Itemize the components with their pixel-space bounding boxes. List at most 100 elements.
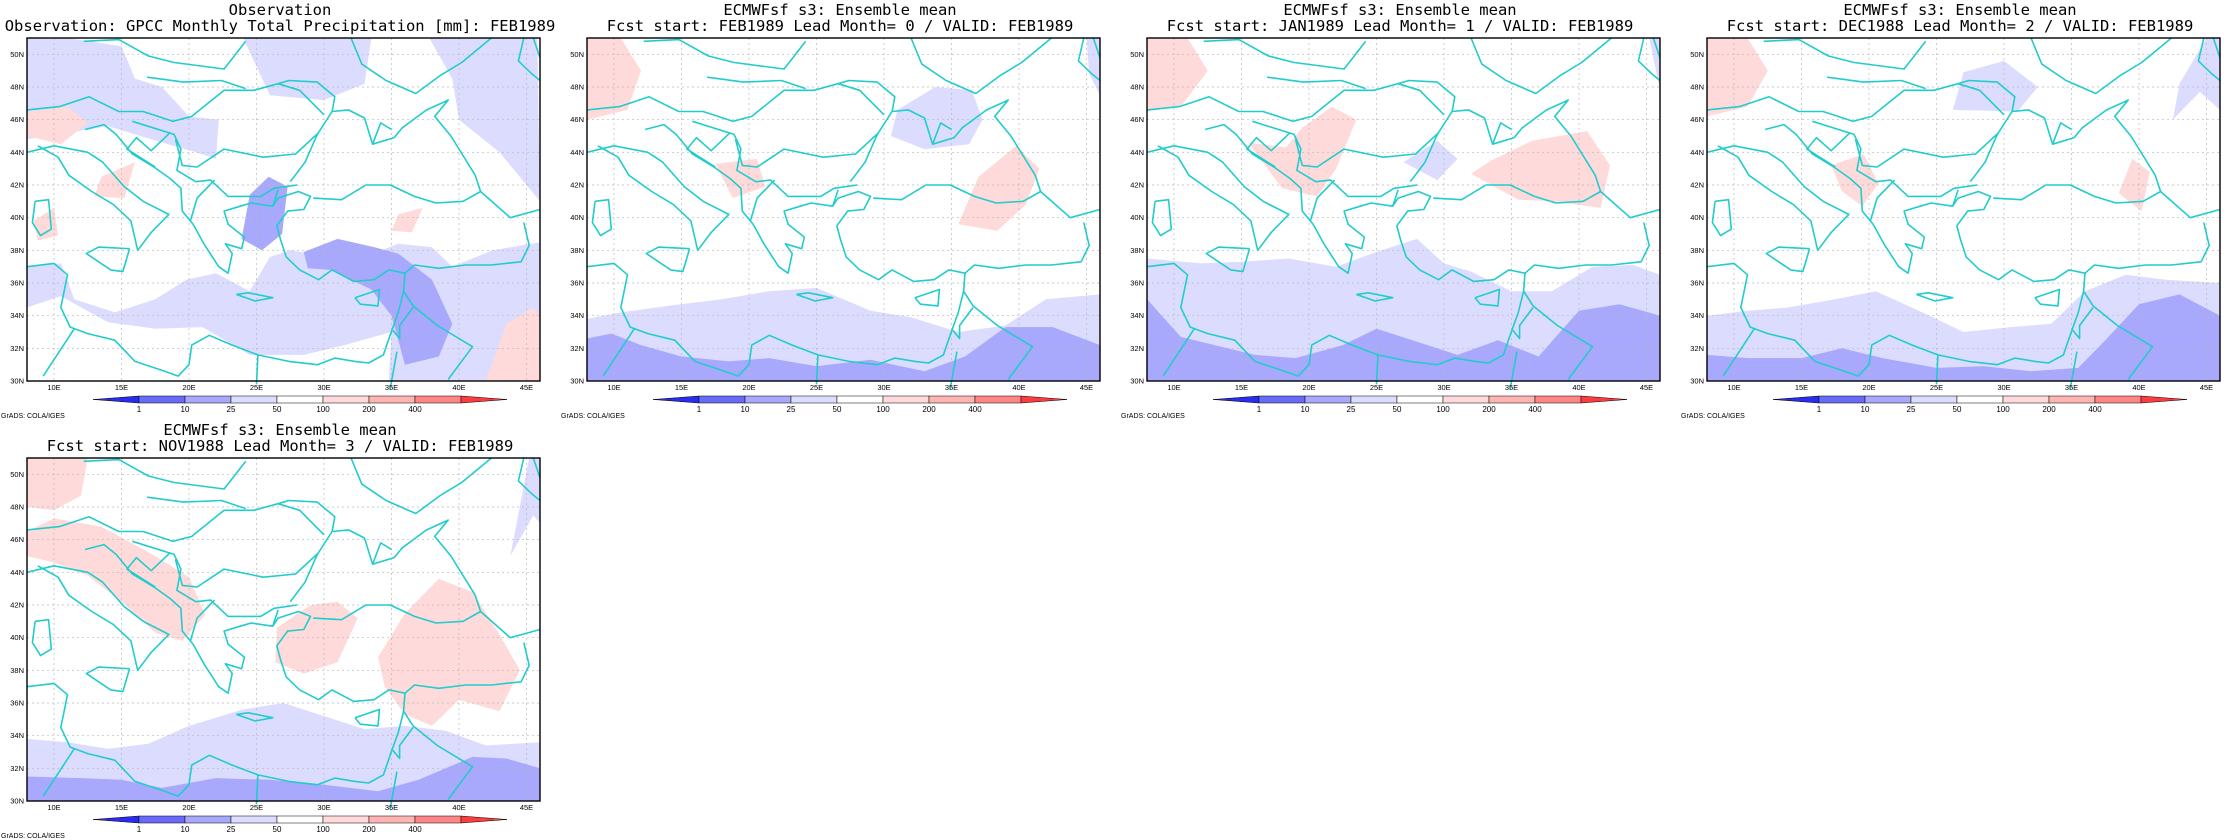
colorbar-swatch bbox=[1350, 395, 1398, 404]
shaded-region bbox=[1471, 131, 1610, 208]
lon-tick-label: 20E bbox=[1302, 383, 1315, 392]
colorbar: 1 10 25 50 100 200 400 bbox=[652, 395, 1068, 414]
coastline bbox=[2069, 351, 2078, 390]
colorbar-swatch bbox=[1956, 395, 2004, 404]
colorbar-swatch bbox=[698, 395, 746, 404]
colorbar-label: 400 bbox=[968, 405, 982, 414]
coastline bbox=[1637, 37, 1661, 82]
shaded-region bbox=[189, 38, 372, 101]
coastline bbox=[1812, 120, 1978, 198]
colorbar-label: 50 bbox=[1393, 405, 1402, 414]
colorbar-swatch bbox=[1534, 395, 1582, 404]
grads-credit: GrADS: COLA/IGES bbox=[561, 413, 625, 420]
map-frame bbox=[1146, 37, 1661, 382]
coastline bbox=[517, 457, 541, 502]
coastline bbox=[85, 666, 131, 693]
precipitation-map: 30N 32N 34N 36N 38N 40N 42N 44N 46N 48N 50N 10E 15E 2… bbox=[10, 457, 541, 812]
lon-tick-label: 45E bbox=[1640, 383, 1653, 392]
coastline bbox=[31, 618, 53, 657]
shaded-region bbox=[1403, 140, 1458, 181]
precipitation-map: 30N 32N 34N 36N 38N 40N 42N 44N 46N 48N 50N 10E 15E 2… bbox=[1690, 37, 2221, 392]
map-frame bbox=[26, 457, 541, 802]
colorbar-swatch bbox=[836, 395, 884, 404]
coastline bbox=[1470, 37, 1612, 95]
coastline bbox=[402, 710, 474, 800]
lat-tick-label: 48N bbox=[10, 83, 24, 92]
coastline bbox=[480, 190, 541, 219]
lon-tick-label: 30E bbox=[1997, 383, 2010, 392]
panel-title: ECMWFsf s3: Ensemble mean bbox=[1843, 1, 2077, 19]
coastline bbox=[236, 292, 274, 302]
colorbar-label: 1 bbox=[1257, 405, 1262, 414]
coastline bbox=[289, 99, 482, 204]
panel-title: ECMWFsf s3: Ensemble mean bbox=[1283, 1, 1517, 19]
colorbar: 1 10 25 50 100 200 400 bbox=[92, 395, 508, 414]
colorbar-label: 200 bbox=[1482, 405, 1496, 414]
coastline bbox=[1146, 123, 1526, 377]
shaded-region bbox=[1147, 38, 1208, 112]
lat-tick-label: 48N bbox=[1130, 83, 1144, 92]
coastline bbox=[1854, 132, 2000, 168]
colorbar-swatch bbox=[322, 815, 370, 824]
coastline bbox=[255, 774, 259, 805]
shaded-region bbox=[1707, 38, 1768, 117]
lat-tick-label: 50N bbox=[10, 470, 24, 479]
lon-tick-label: 15E bbox=[675, 383, 688, 392]
colorbar-label: 400 bbox=[2088, 405, 2102, 414]
lat-tick-label: 34N bbox=[570, 311, 584, 320]
colorbar-label: 50 bbox=[273, 825, 282, 834]
colorbar-swatch bbox=[1442, 395, 1490, 404]
shaded-region bbox=[510, 458, 540, 556]
colorbar-label: 1 bbox=[1817, 405, 1822, 414]
colorbar-swatch bbox=[184, 395, 232, 404]
lat-tick-label: 38N bbox=[10, 246, 24, 255]
lat-tick-label: 34N bbox=[1130, 311, 1144, 320]
coastline bbox=[26, 123, 406, 377]
colorbar-swatch bbox=[1580, 395, 1628, 404]
coastline bbox=[1706, 123, 2086, 377]
map-frame bbox=[1706, 37, 2221, 382]
lon-tick-label: 15E bbox=[115, 803, 128, 812]
colorbar-label: 100 bbox=[1436, 405, 1450, 414]
coastline bbox=[2160, 190, 2221, 219]
lon-tick-label: 40E bbox=[1572, 383, 1585, 392]
lon-tick-label: 10E bbox=[607, 383, 620, 392]
coastline bbox=[404, 642, 531, 694]
coastline bbox=[1203, 38, 1367, 70]
coastline bbox=[1252, 120, 1418, 198]
coastline bbox=[255, 354, 259, 385]
coastline bbox=[849, 99, 1042, 204]
panel-subtitle: Fcst start: JAN1989 Lead Month= 1 / VALI… bbox=[1166, 17, 1634, 35]
lat-tick-label: 40N bbox=[10, 213, 24, 222]
coastline bbox=[1524, 222, 1651, 274]
lon-tick-label: 25E bbox=[810, 383, 823, 392]
colorbar-swatch bbox=[1396, 395, 1444, 404]
coastline bbox=[643, 38, 807, 70]
coastline bbox=[480, 610, 541, 639]
lat-tick-label: 36N bbox=[10, 699, 24, 708]
colorbar-swatch bbox=[138, 395, 186, 404]
colorbar-swatch bbox=[414, 395, 462, 404]
shaded-field bbox=[1147, 38, 1660, 381]
shaded-region bbox=[27, 458, 88, 511]
coastline bbox=[189, 179, 216, 222]
coastline bbox=[174, 132, 320, 168]
lon-tick-label: 25E bbox=[1930, 383, 1943, 392]
coastline bbox=[83, 458, 247, 490]
lat-tick-label: 44N bbox=[1130, 148, 1144, 157]
lon-tick-label: 30E bbox=[1437, 383, 1450, 392]
colorbar-swatch bbox=[652, 395, 700, 404]
lon-tick-label: 20E bbox=[182, 383, 195, 392]
lon-tick-label: 30E bbox=[317, 803, 330, 812]
coastline bbox=[277, 499, 336, 532]
colorbar-label: 10 bbox=[181, 405, 190, 414]
coastline bbox=[949, 351, 958, 390]
colorbar-label: 50 bbox=[273, 405, 282, 414]
colorbar-label: 10 bbox=[181, 825, 190, 834]
lon-tick-label: 45E bbox=[2200, 383, 2213, 392]
coastline bbox=[1763, 38, 1927, 70]
lon-tick-label: 40E bbox=[452, 383, 465, 392]
precipitation-map: 30N 32N 34N 36N 38N 40N 42N 44N 46N 48N 50N 10E 15E 2… bbox=[10, 37, 541, 392]
shaded-region bbox=[1952, 60, 2038, 112]
lon-tick-label: 45E bbox=[520, 803, 533, 812]
